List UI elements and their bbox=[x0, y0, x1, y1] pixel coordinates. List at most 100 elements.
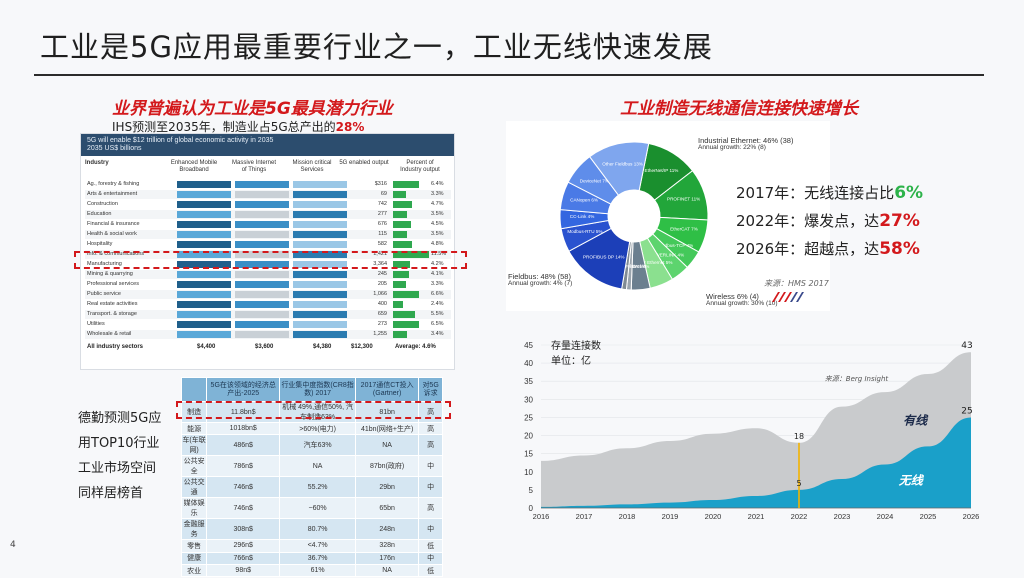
ihs-row-cell bbox=[293, 191, 347, 198]
ihs-row-output: 205 bbox=[377, 281, 387, 287]
y-tick-label: 40 bbox=[524, 359, 533, 368]
legend-wireless: 无线 bbox=[898, 473, 925, 487]
table-cell: NA bbox=[355, 563, 420, 578]
ihs-row-industry: Hospitality bbox=[87, 241, 113, 247]
ihs-row-cell bbox=[177, 201, 231, 208]
table-row: 公共交通 746n$ 55.2% 29bn 中 bbox=[180, 476, 443, 499]
legend-fb-growth: Annual growth: 4% (7) bbox=[508, 280, 573, 287]
donut-slice-label: Modbus-TCP 4% bbox=[658, 243, 693, 248]
ihs-row-cell bbox=[235, 191, 289, 198]
source-hms: 来源：HMS 2017 bbox=[764, 279, 829, 288]
table-cell: 汽车63% bbox=[279, 434, 357, 457]
ihs-row-pct: 2.4% bbox=[431, 301, 444, 307]
total-miot: $3,600 bbox=[255, 344, 274, 350]
deloitte-table-header: 5G在该领域的经济总产出-2025 行业集中度指数(CR8指数) 2017 2017… bbox=[180, 377, 443, 402]
ihs-row-cell bbox=[177, 261, 231, 268]
table-cell: 248n bbox=[355, 518, 420, 541]
table-cell: >60%(电力) bbox=[279, 421, 357, 436]
x-tick-label: 2016 bbox=[533, 512, 550, 521]
ihs-row-industry: Construction bbox=[87, 201, 118, 207]
table-cell: 308n$ bbox=[206, 518, 281, 541]
ihs-row-cell bbox=[293, 231, 347, 238]
ihs-row-cell bbox=[177, 331, 231, 338]
side-note-line: 工业市场空间 bbox=[78, 461, 157, 476]
ihs-row-cell bbox=[235, 211, 289, 218]
legend-wl-growth: Annual growth: 30% (10) bbox=[706, 300, 778, 307]
ihs-note-pct: 28% bbox=[335, 120, 365, 134]
donut-slice-label: EtherCAT 7% bbox=[670, 226, 698, 231]
legend-industrial-ethernet: Industrial Ethernet: 46% (38) Annual gro… bbox=[698, 137, 793, 151]
donut-slice-label: Other Ethernet 5% bbox=[634, 260, 672, 265]
ihs-row-share-bar bbox=[393, 251, 429, 258]
table-cell: 36.7% bbox=[279, 551, 357, 565]
x-tick-label: 2025 bbox=[920, 512, 937, 521]
manufacturing-highlight bbox=[74, 251, 467, 269]
ihs-row-industry: Education bbox=[87, 211, 112, 217]
table-cell: ~60% bbox=[279, 497, 357, 520]
ihs-row-cell bbox=[235, 221, 289, 228]
stat-2022-text: 2022年：爆发点，达 bbox=[736, 212, 880, 230]
table-cell: 296n$ bbox=[206, 539, 281, 553]
ihs-row-industry: Arts & entertainment bbox=[87, 191, 138, 197]
ihs-row-cell bbox=[293, 321, 347, 328]
y-tick-label: 30 bbox=[524, 395, 533, 404]
ihs-row-pct: 6.4% bbox=[431, 181, 444, 187]
ihs-row-output: 69 bbox=[380, 191, 387, 197]
table-cell: 金融服务 bbox=[180, 518, 208, 541]
donut-svg: EtherNet/IP 11% PROFINET 11% EtherCAT 7% Mo… bbox=[559, 141, 709, 291]
ihs-row-cell bbox=[177, 221, 231, 228]
table-cell: 中 bbox=[418, 476, 443, 499]
stat-2022: 2022年：爆发点，达27% bbox=[736, 210, 920, 231]
table-cell: 41bn(网络+生产) bbox=[355, 421, 420, 436]
ihs-row-output: 3,364 bbox=[373, 261, 387, 267]
ihs-table-row: Info. & communications 1,421 11.5% bbox=[85, 250, 451, 259]
ihs-row-cell bbox=[235, 291, 289, 298]
x-tick-label: 2017 bbox=[576, 512, 593, 521]
x-tick-label: 2026 bbox=[963, 512, 980, 521]
x-tick-label: 2023 bbox=[834, 512, 851, 521]
ihs-row-cell bbox=[293, 331, 347, 338]
ihs-row-cell bbox=[293, 211, 347, 218]
ihs-row-pct: 3.3% bbox=[431, 281, 444, 287]
table-cell: 农业 bbox=[180, 563, 208, 578]
y-tick-label: 45 bbox=[524, 341, 533, 350]
ihs-row-pct: 3.5% bbox=[431, 211, 444, 217]
legend-wl-label: Wireless 6% (4) bbox=[706, 292, 759, 301]
x-tick-label: 2021 bbox=[748, 512, 765, 521]
ihs-column-headers: Industry Enhanced Mobile Broadband Massi… bbox=[81, 158, 454, 178]
donut-slice-label: CC-Link 4% bbox=[570, 214, 595, 219]
deloitte-col-header bbox=[180, 377, 208, 402]
y-tick-label: 15 bbox=[524, 450, 533, 459]
ihs-row-cell bbox=[293, 291, 347, 298]
table-row: 健康 766n$ 36.7% 176n 中 bbox=[180, 551, 443, 565]
ihs-row-cell bbox=[177, 191, 231, 198]
deloitte-col-header: 5G在该领域的经济总产出-2025 bbox=[206, 377, 281, 402]
ihs-row-output: 659 bbox=[377, 311, 387, 317]
donut-slice-label: Other Fieldbus 13% bbox=[602, 161, 643, 166]
ihs-row-industry: Utilities bbox=[87, 321, 105, 327]
ihs-row-share-bar bbox=[393, 241, 413, 248]
page-title: 工业是5G应用最重要行业之一，工业无线快速发展 bbox=[40, 30, 713, 64]
ihs-row-output: 1,421 bbox=[373, 251, 387, 257]
ihs-table-header: 5G will enable $12 trillion of global ec… bbox=[81, 134, 454, 156]
ihs-table-row: Utilities 273 6.5% bbox=[85, 320, 451, 329]
donut-slice-label: CANopen 6% bbox=[570, 198, 598, 203]
table-cell: 98n$ bbox=[206, 563, 281, 578]
stat-2026-text: 2026年：超越点，达 bbox=[736, 240, 880, 258]
y-tick-label: 5 bbox=[529, 486, 534, 495]
ihs-row-cell bbox=[177, 301, 231, 308]
ihs-table-row: Real estate activities 400 2.4% bbox=[85, 300, 451, 309]
ihs-row-share-bar bbox=[393, 321, 419, 328]
table-cell: 零售 bbox=[180, 539, 208, 553]
deloitte-col-header: 2017通信CT投入(Gartner) bbox=[355, 377, 420, 402]
ihs-row-pct: 4.7% bbox=[431, 201, 444, 207]
ihs-row-cell bbox=[235, 261, 289, 268]
ihs-row-cell bbox=[235, 271, 289, 278]
ihs-row-share-bar bbox=[393, 181, 419, 188]
deloitte-col-header: 行业集中度指数(CR8指数) 2017 bbox=[279, 377, 357, 402]
ihs-row-cell bbox=[177, 181, 231, 188]
chart-source: 来源：Berg Insight bbox=[825, 375, 889, 383]
table-cell: 328n bbox=[355, 539, 420, 553]
donut-slice-label: Bluetooth 1% bbox=[617, 264, 644, 269]
